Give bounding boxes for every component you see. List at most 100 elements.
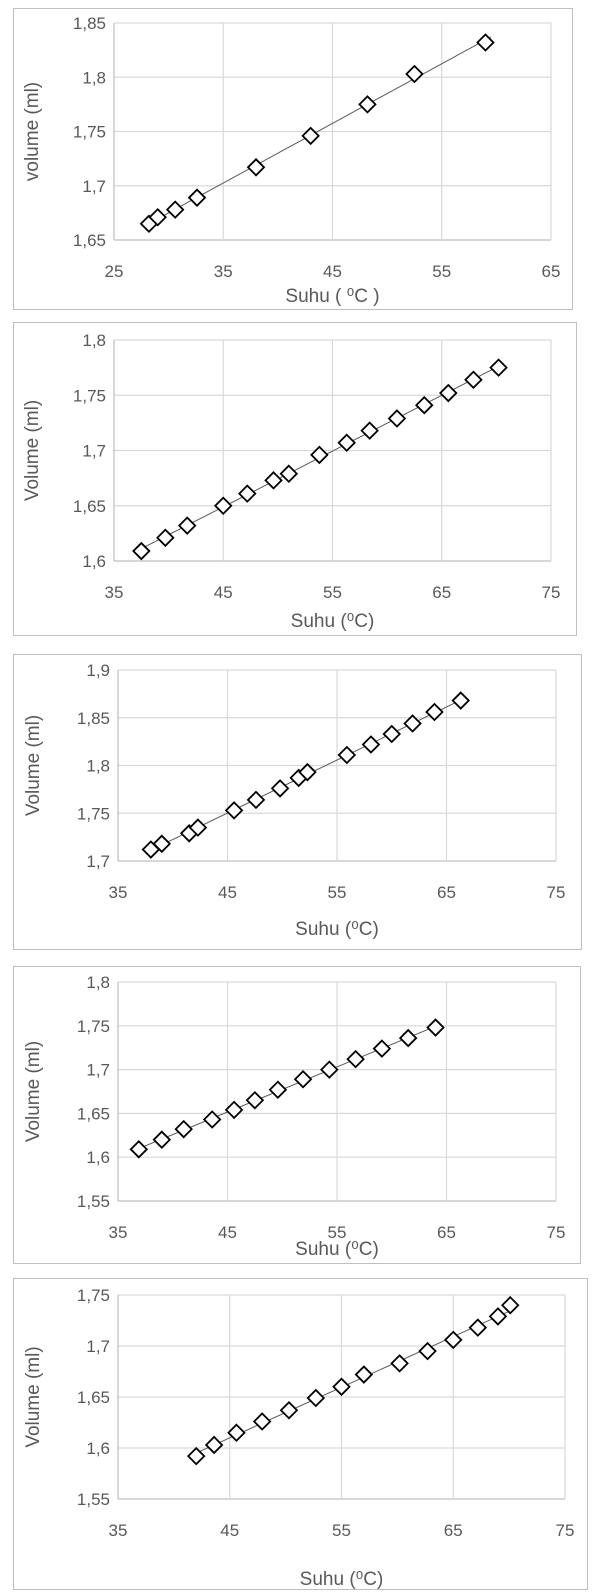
chart-1: 1,65 1,7 1,75 1,8 1,85 25 35 45 55 65 Suhu ( ⁰C ) v… <box>22 14 561 307</box>
x-tick-label: 65 <box>432 583 451 602</box>
y-tick-label: 1,65 <box>73 497 106 516</box>
y-tick-label: 1,75 <box>73 123 106 142</box>
data-point <box>332 1377 351 1397</box>
x-tick-label: 35 <box>105 583 124 602</box>
data-point <box>174 1119 193 1139</box>
x-tick-label: 35 <box>214 262 233 281</box>
y-tick-label: 1,8 <box>86 757 110 776</box>
data-point <box>264 471 283 490</box>
y-tick-label: 1,8 <box>86 973 110 992</box>
y-tick-label: 1,8 <box>82 331 106 350</box>
data-point <box>372 1039 392 1058</box>
x-axis-label: Suhu (⁰C) <box>295 919 379 940</box>
x-tick-label: 35 <box>109 1521 128 1540</box>
x-tick-label: 35 <box>109 1223 128 1242</box>
data-point <box>418 1341 437 1361</box>
y-tick-label: 1,7 <box>86 1337 110 1356</box>
data-point <box>298 762 317 782</box>
data-point <box>354 1365 374 1384</box>
data-point <box>468 1318 488 1337</box>
data-point <box>156 528 175 548</box>
y-axis-label: Volume (ml) <box>23 715 44 816</box>
data-point <box>148 207 167 227</box>
x-tick-label: 55 <box>432 262 451 281</box>
y-tick-label: 1,85 <box>73 14 106 33</box>
x-axis-label: Suhu (⁰C) <box>291 611 375 632</box>
data-point <box>439 383 458 403</box>
y-axis-label: Volume (ml) <box>23 1346 44 1447</box>
data-point <box>245 1090 265 1110</box>
x-tick-label: 45 <box>218 1223 237 1242</box>
y-tick-label: 1,55 <box>77 1192 110 1211</box>
chart-4: 1,55 1,6 1,65 1,7 1,75 1,8 35 45 55 65 75 Suhu (⁰C)… <box>23 973 566 1260</box>
x-tick-label: 75 <box>556 1521 575 1540</box>
x-tick-label: 55 <box>323 583 342 602</box>
data-point <box>358 95 377 114</box>
y-tick-label: 1,65 <box>77 1104 110 1123</box>
y-tick-label: 1,85 <box>77 709 110 728</box>
data-point <box>177 516 197 535</box>
y-axis-label: volume (ml) <box>22 82 43 181</box>
x-tick-label: 75 <box>542 583 561 602</box>
data-point <box>387 409 407 428</box>
data-point <box>451 691 471 710</box>
y-axis-label: Volume (ml) <box>23 1041 44 1142</box>
data-point <box>476 33 495 52</box>
data-point <box>414 395 434 415</box>
trendline <box>190 1307 517 1456</box>
data-point <box>361 735 381 754</box>
x-tick-label: 35 <box>109 883 128 902</box>
data-point <box>129 1140 149 1159</box>
chart-panel-2: 1,6 1,65 1,7 1,75 1,8 35 45 55 65 75 Suhu (⁰C) Volu… <box>13 322 577 636</box>
data-point <box>489 358 508 377</box>
chart-panel-4: 1,55 1,6 1,65 1,7 1,75 1,8 35 45 55 65 75 Suhu (⁰C)… <box>13 966 581 1264</box>
y-tick-label: 1,65 <box>77 1388 110 1407</box>
y-tick-label: 1,6 <box>86 1439 110 1458</box>
data-point <box>204 1435 224 1455</box>
data-point <box>398 1028 418 1048</box>
chart-panel-1: 1,65 1,7 1,75 1,8 1,85 25 35 45 55 65 Suhu ( ⁰C ) v… <box>13 8 573 310</box>
data-point <box>202 1110 222 1129</box>
y-tick-label: 1,75 <box>77 1017 110 1036</box>
data-point <box>443 1330 463 1350</box>
data-point <box>337 745 357 765</box>
y-tick-label: 1,75 <box>73 386 106 405</box>
chart-5: 1,55 1,6 1,65 1,7 1,75 35 45 55 65 75 Suhu (⁰C) Vol… <box>23 1286 575 1590</box>
x-tick-label: 25 <box>105 262 124 281</box>
x-tick-label: 45 <box>218 883 237 902</box>
data-point <box>464 370 483 390</box>
data-point <box>132 541 151 561</box>
chart-panel-5: 1,55 1,6 1,65 1,7 1,75 35 45 55 65 75 Suhu (⁰C) Vol… <box>13 1278 588 1590</box>
x-tick-label: 75 <box>547 883 566 902</box>
x-tick-label: 55 <box>328 1223 347 1242</box>
data-point <box>227 1423 246 1442</box>
x-tick-label: 75 <box>547 1223 566 1242</box>
chart-2: 1,6 1,65 1,7 1,75 1,8 35 45 55 65 75 Suhu (⁰C) Volu… <box>22 331 561 632</box>
y-tick-label: 1,55 <box>77 1490 110 1509</box>
data-point <box>403 714 422 733</box>
y-tick-label: 1,8 <box>82 68 106 87</box>
data-point <box>268 1080 288 1100</box>
x-axis-label: Suhu (⁰C) <box>295 1239 379 1260</box>
data-point <box>224 1100 244 1120</box>
x-tick-label: 65 <box>444 1521 463 1540</box>
data-point <box>310 445 329 465</box>
data-point <box>320 1060 339 1079</box>
data-point <box>425 702 444 722</box>
data-point <box>500 1295 520 1315</box>
x-tick-label: 55 <box>328 883 347 902</box>
y-tick-label: 1,65 <box>73 231 106 250</box>
data-point <box>188 818 208 837</box>
x-tick-label: 45 <box>323 262 342 281</box>
data-point <box>346 1049 365 1069</box>
data-point <box>279 1400 299 1420</box>
data-point <box>246 158 266 177</box>
x-axis-label: Suhu (⁰C) <box>300 1569 384 1590</box>
x-tick-label: 45 <box>214 583 233 602</box>
x-tick-label: 45 <box>220 1521 239 1540</box>
y-tick-label: 1,75 <box>77 804 110 823</box>
data-point <box>279 464 299 483</box>
x-axis-label: Suhu ( ⁰C ) <box>285 286 379 307</box>
data-point <box>186 1446 206 1466</box>
x-tick-label: 65 <box>542 262 561 281</box>
